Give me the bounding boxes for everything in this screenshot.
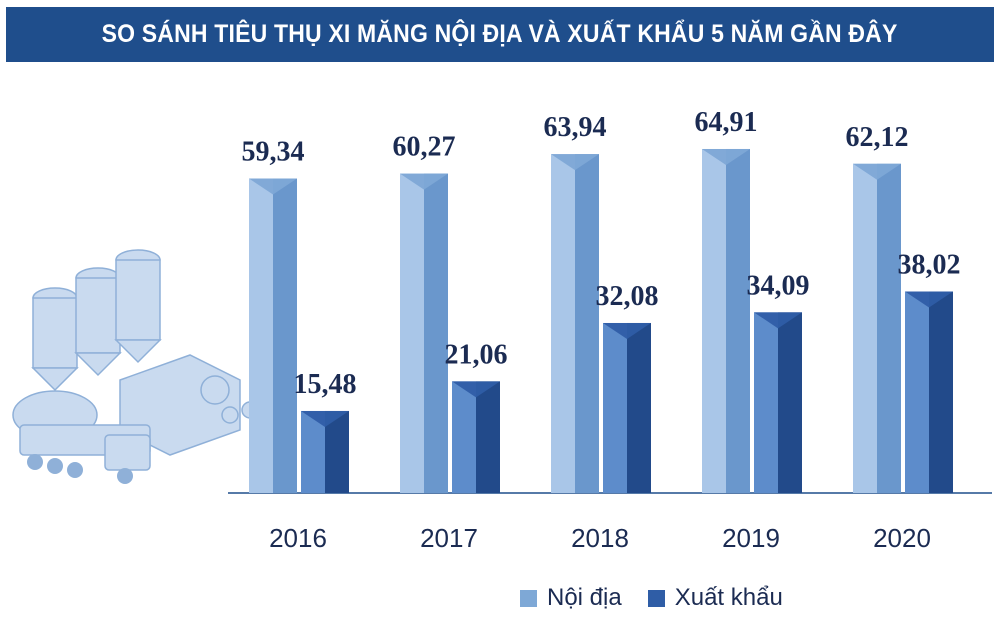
bar-export-2020	[905, 291, 953, 493]
legend-item-domestic: Nội địa	[520, 584, 622, 612]
legend-item-export: Xuất khẩu	[647, 584, 783, 612]
data-label-export-2017: 21,06	[445, 339, 508, 370]
data-label-domestic-2020: 62,12	[846, 122, 909, 153]
x-tick-label-2020: 2020	[873, 523, 931, 553]
bar-domestic-2020	[853, 163, 901, 493]
legend-swatch-export	[647, 589, 665, 607]
bar-export-2017	[452, 381, 500, 493]
data-label-domestic-2017: 60,27	[393, 132, 456, 163]
data-label-domestic-2019: 64,91	[695, 107, 758, 138]
bar-domestic-2016	[249, 178, 297, 494]
legend-label-domestic: Nội địa	[547, 584, 622, 611]
legend: Nội địa Xuất khẩu	[520, 584, 809, 612]
x-tick-label-2016: 2016	[269, 523, 327, 553]
data-label-export-2016: 15,48	[294, 369, 357, 400]
bar-domestic-2019	[702, 148, 750, 494]
data-label-export-2019: 34,09	[747, 270, 810, 301]
bar-domestic-2017	[400, 173, 448, 493]
data-label-domestic-2018: 63,94	[544, 112, 607, 143]
cement-plant-illustration	[12, 249, 259, 484]
legend-label-export: Xuất khẩu	[674, 584, 783, 611]
data-label-domestic-2016: 59,34	[242, 136, 305, 167]
data-label-export-2018: 32,08	[596, 281, 659, 312]
bar-export-2018	[603, 322, 651, 493]
bar-export-2019	[754, 312, 802, 493]
x-tick-label-2018: 2018	[571, 523, 629, 553]
bar-domestic-2018	[551, 154, 599, 494]
bar-export-2016	[301, 410, 349, 493]
chart-title: SO SÁNH TIÊU THỤ XI MĂNG NỘI ĐỊA VÀ XUẤT…	[102, 20, 898, 48]
x-tick-label-2019: 2019	[722, 523, 780, 553]
legend-swatch-domestic	[520, 589, 537, 607]
data-label-export-2020: 38,02	[898, 249, 961, 280]
title-banner: SO SÁNH TIÊU THỤ XI MĂNG NỘI ĐỊA VÀ XUẤT…	[6, 7, 994, 62]
x-tick-label-2017: 2017	[420, 523, 478, 553]
